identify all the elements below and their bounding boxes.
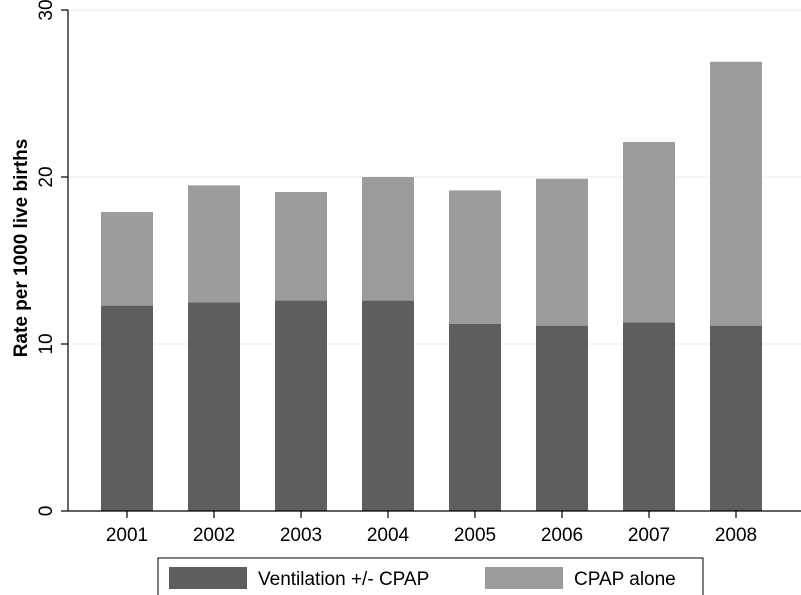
axes bbox=[67, 10, 801, 512]
legend-label-ventilation: Ventilation +/- CPAP bbox=[258, 569, 429, 590]
y-tick-label-20: 20 bbox=[36, 166, 57, 187]
x-tick-label-2008: 2008 bbox=[715, 525, 757, 546]
x-tick-label-2004: 2004 bbox=[367, 525, 410, 546]
x-tick-label-2003: 2003 bbox=[280, 525, 322, 546]
x-tick-label-2002: 2002 bbox=[193, 525, 235, 546]
legend-swatch-cpap-alone bbox=[485, 567, 563, 589]
bar-2005-ventilation bbox=[449, 323, 501, 511]
bar-2008-cpap-alone bbox=[710, 61, 762, 326]
legend-box bbox=[157, 557, 704, 595]
x-ticks: 2001 2002 2003 2004 2005 2006 2007 2008 bbox=[106, 511, 757, 546]
x-tick-label-2001: 2001 bbox=[106, 525, 148, 546]
x-tick-label-2005: 2005 bbox=[454, 525, 496, 546]
y-axis-label: Rate per 1000 live births bbox=[11, 139, 32, 358]
bar-2005-cpap-alone bbox=[449, 190, 501, 324]
bar-2001-cpap-alone bbox=[101, 212, 153, 306]
legend-label-cpap-alone: CPAP alone bbox=[574, 569, 676, 590]
bar-2006-ventilation bbox=[536, 325, 588, 511]
bar-2003-ventilation bbox=[275, 300, 327, 511]
bar-2006-cpap-alone bbox=[536, 178, 588, 326]
bar-2002-cpap-alone bbox=[188, 185, 240, 303]
bar-2003-cpap-alone bbox=[275, 192, 327, 301]
gridlines bbox=[68, 9, 801, 345]
bar-2002-ventilation bbox=[188, 302, 240, 511]
y-tick-label-0: 0 bbox=[36, 506, 57, 517]
bar-2007-cpap-alone bbox=[623, 141, 675, 323]
y-tick-label-10: 10 bbox=[36, 333, 57, 354]
bar-2007-ventilation bbox=[623, 322, 675, 511]
bars bbox=[101, 61, 762, 511]
y-ticks: 0 10 20 30 bbox=[36, 0, 68, 516]
bar-2004-ventilation bbox=[362, 300, 414, 511]
legend: Ventilation +/- CPAP CPAP alone bbox=[157, 557, 704, 595]
bar-2008-ventilation bbox=[710, 325, 762, 511]
bar-2004-cpap-alone bbox=[362, 177, 414, 301]
x-tick-label-2006: 2006 bbox=[541, 525, 583, 546]
legend-swatch-ventilation bbox=[169, 567, 247, 589]
y-tick-label-30: 30 bbox=[36, 0, 57, 21]
bar-2001-ventilation bbox=[101, 305, 153, 511]
x-tick-label-2007: 2007 bbox=[628, 525, 670, 546]
